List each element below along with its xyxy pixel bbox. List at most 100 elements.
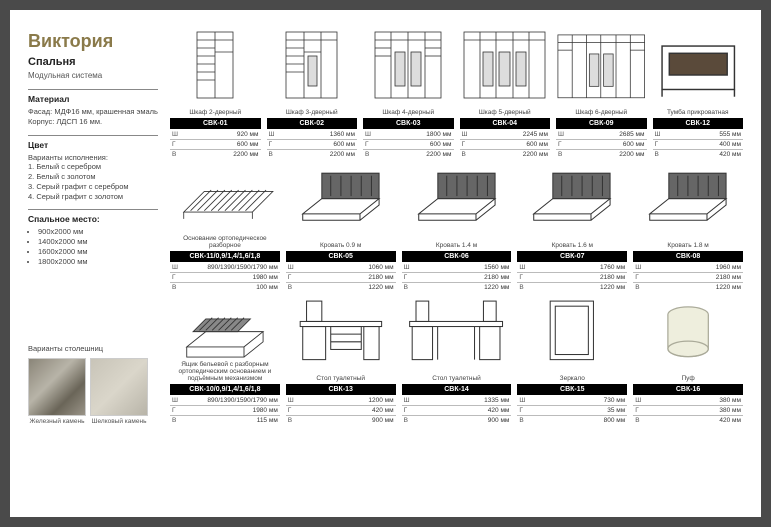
catalog-item: Кровать 1.6 м СВК-07 Ш1760 мм Г2180 мм В… xyxy=(517,163,627,292)
catalog-row: Основание ортопедическое разборное СВК-1… xyxy=(170,163,743,292)
item-image xyxy=(402,163,512,233)
collection-subtitle: Спальня xyxy=(28,55,158,69)
catalog-item: Стол туалетный СВК-13 Ш1200 мм Г420 мм В… xyxy=(286,296,396,425)
item-image xyxy=(460,30,551,100)
catalog-item: Кровать 0.9 м СВК-05 Ш1060 мм Г2180 мм В… xyxy=(286,163,396,292)
item-label: Кровать 1.4 м xyxy=(436,235,477,249)
item-dims: Ш1200 мм Г420 мм В900 мм xyxy=(286,396,396,425)
item-code: СВК-01 xyxy=(170,118,261,129)
item-label: Кровать 0.9 м xyxy=(320,235,361,249)
item-dims: Ш1560 мм Г2180 мм В1220 мм xyxy=(402,263,512,292)
item-image xyxy=(267,30,358,100)
item-label: Шкаф 3-дверный xyxy=(286,102,338,116)
catalog-item: Стол туалетный СВК-14 Ш1335 мм Г420 мм В… xyxy=(402,296,512,425)
item-dims: Ш890/1390/1590/1790 мм Г1980 мм В100 мм xyxy=(170,263,280,292)
item-label: Шкаф 6-дверный xyxy=(575,102,627,116)
item-label: Стол туалетный xyxy=(432,368,481,382)
item-label: Основание ортопедическое разборное xyxy=(170,235,280,249)
item-dims: Ш1800 мм Г600 мм В2200 мм xyxy=(363,130,454,159)
item-label: Пуф xyxy=(681,368,694,382)
item-image xyxy=(363,30,454,100)
catalog-item: Шкаф 2-дверный СВК-01 Ш920 мм Г600 мм В2… xyxy=(170,30,261,159)
catalog-item: Тумба прикроватная СВК-12 Ш555 мм Г400 м… xyxy=(653,30,744,159)
item-dims: Ш2685 мм Г600 мм В2200 мм xyxy=(556,130,647,159)
item-image xyxy=(556,30,647,100)
item-dims: Ш2245 мм Г600 мм В2200 мм xyxy=(460,130,551,159)
item-label: Ящик бельевой с разборным ортопедическим… xyxy=(170,368,280,382)
swatch-image xyxy=(90,358,148,416)
catalog-item: Шкаф 5-дверный СВК-04 Ш2245 мм Г600 мм В… xyxy=(460,30,551,159)
item-image xyxy=(286,296,396,366)
catalog-item: Ящик бельевой с разборным ортопедическим… xyxy=(170,296,280,425)
item-dims: Ш1060 мм Г2180 мм В1220 мм xyxy=(286,263,396,292)
catalog-item: Кровать 1.8 м СВК-08 Ш1960 мм Г2180 мм В… xyxy=(633,163,743,292)
item-code: СВК-05 xyxy=(286,251,396,262)
bed-head: Спальное место: xyxy=(28,209,158,225)
swatch-image xyxy=(28,358,86,416)
catalog-page: Виктория Спальня Модульная система Матер… xyxy=(10,10,761,517)
item-image xyxy=(170,296,280,366)
item-dims: Ш1760 мм Г2180 мм В1220 мм xyxy=(517,263,627,292)
item-code: СВК-16 xyxy=(633,384,743,395)
collection-subtext: Модульная система xyxy=(28,71,158,81)
item-label: Шкаф 4-дверный xyxy=(382,102,434,116)
surfaces-label: Варианты столешниц xyxy=(28,344,158,354)
item-image xyxy=(633,296,743,366)
item-image xyxy=(633,163,743,233)
catalog-item: Кровать 1.4 м СВК-06 Ш1560 мм Г2180 мм В… xyxy=(402,163,512,292)
sidebar: Виктория Спальня Модульная система Матер… xyxy=(28,30,158,497)
item-dims: Ш555 мм Г400 мм В420 мм xyxy=(653,130,744,159)
catalog-row: Шкаф 2-дверный СВК-01 Ш920 мм Г600 мм В2… xyxy=(170,30,743,159)
catalog-item: Шкаф 6-дверный СВК-09 Ш2685 мм Г600 мм В… xyxy=(556,30,647,159)
item-image xyxy=(517,163,627,233)
item-dims: Ш1335 мм Г420 мм В900 мм xyxy=(402,396,512,425)
catalog-item: Шкаф 4-дверный СВК-03 Ш1800 мм Г600 мм В… xyxy=(363,30,454,159)
item-code: СВК-10/0,9/1,4/1,6/1,8 xyxy=(170,384,280,395)
item-label: Кровать 1.8 м xyxy=(667,235,708,249)
item-code: СВК-02 xyxy=(267,118,358,129)
color-sub: Варианты исполнения: xyxy=(28,153,158,163)
item-label: Тумба прикроватная xyxy=(667,102,729,116)
material-head: Материал xyxy=(28,89,158,105)
item-label: Шкаф 2-дверный xyxy=(189,102,241,116)
bed-body: 900x2000 мм1400x2000 мм1600x2000 мм1800x… xyxy=(28,227,158,266)
item-code: СВК-03 xyxy=(363,118,454,129)
item-dims: Ш1960 мм Г2180 мм В1220 мм xyxy=(633,263,743,292)
item-code: СВК-14 xyxy=(402,384,512,395)
item-code: СВК-04 xyxy=(460,118,551,129)
item-image xyxy=(653,30,744,100)
item-dims: Ш380 мм Г380 мм В420 мм xyxy=(633,396,743,425)
item-label: Стол туалетный xyxy=(316,368,365,382)
item-image xyxy=(517,296,627,366)
item-image xyxy=(170,163,280,233)
item-image xyxy=(286,163,396,233)
catalog-item: Основание ортопедическое разборное СВК-1… xyxy=(170,163,280,292)
catalog-grid: Шкаф 2-дверный СВК-01 Ш920 мм Г600 мм В2… xyxy=(170,30,743,497)
item-label: Зеркало xyxy=(560,368,585,382)
item-code: СВК-13 xyxy=(286,384,396,395)
item-dims: Ш1360 мм Г600 мм В2200 мм xyxy=(267,130,358,159)
item-code: СВК-15 xyxy=(517,384,627,395)
item-image xyxy=(170,30,261,100)
item-code: СВК-09 xyxy=(556,118,647,129)
item-dims: Ш890/1390/1590/1790 мм Г1980 мм В115 мм xyxy=(170,396,280,425)
item-code: СВК-08 xyxy=(633,251,743,262)
item-dims: Ш920 мм Г600 мм В2200 мм xyxy=(170,130,261,159)
swatches: Железный камень Шелковый камень xyxy=(28,358,158,426)
color-head: Цвет xyxy=(28,135,158,151)
swatch-name: Шелковый камень xyxy=(90,418,148,426)
item-code: СВК-12 xyxy=(653,118,744,129)
color-body: Варианты исполнения: 1. Белый с серебром… xyxy=(28,153,158,202)
catalog-item: Пуф СВК-16 Ш380 мм Г380 мм В420 мм xyxy=(633,296,743,425)
item-code: СВК-06 xyxy=(402,251,512,262)
item-label: Шкаф 5-дверный xyxy=(479,102,531,116)
swatch: Шелковый камень xyxy=(90,358,148,426)
item-code: СВК-11/0,9/1,4/1,6/1,8 xyxy=(170,251,280,262)
catalog-item: Зеркало СВК-15 Ш730 мм Г35 мм В800 мм xyxy=(517,296,627,425)
item-code: СВК-07 xyxy=(517,251,627,262)
swatch-name: Железный камень xyxy=(28,418,86,426)
collection-title: Виктория xyxy=(28,30,158,53)
item-label: Кровать 1.6 м xyxy=(552,235,593,249)
material-body: Фасад: МДФ16 мм, крашенная эмальКорпус: … xyxy=(28,107,158,127)
item-dims: Ш730 мм Г35 мм В800 мм xyxy=(517,396,627,425)
